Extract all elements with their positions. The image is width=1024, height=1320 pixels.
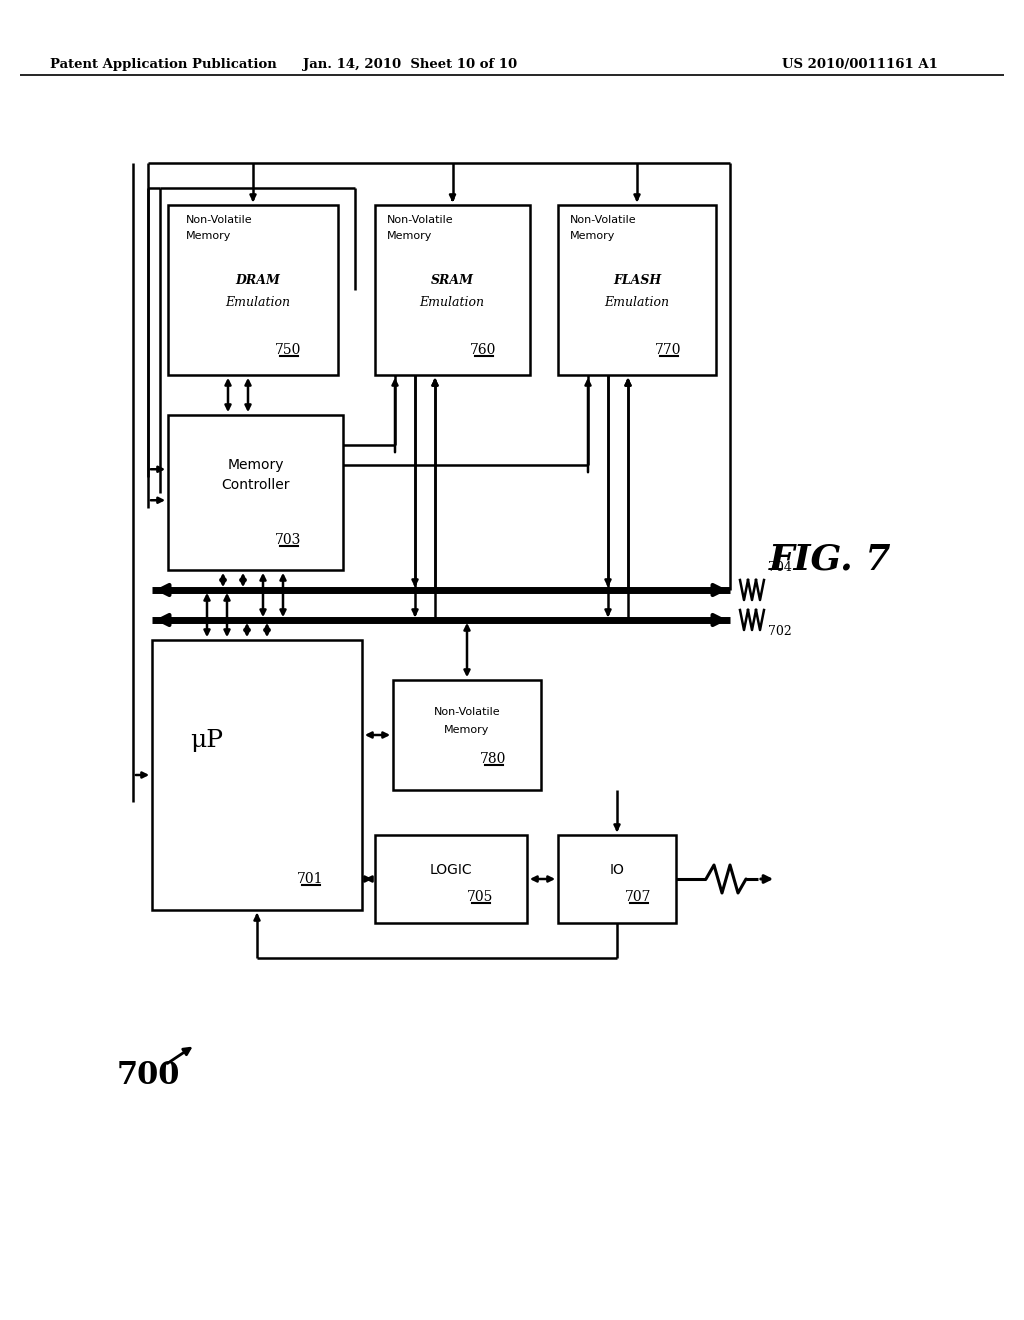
Text: Emulation: Emulation xyxy=(604,297,670,309)
Text: LOGIC: LOGIC xyxy=(430,863,472,876)
Bar xyxy=(558,205,716,375)
Text: 760: 760 xyxy=(470,343,497,356)
Bar xyxy=(168,414,343,570)
Bar xyxy=(375,836,527,923)
Text: Memory: Memory xyxy=(227,458,284,473)
Text: 750: 750 xyxy=(274,343,301,356)
Text: Emulation: Emulation xyxy=(420,297,484,309)
Bar xyxy=(558,836,676,923)
Text: Memory: Memory xyxy=(186,231,231,242)
Text: IO: IO xyxy=(609,863,625,876)
Text: Memory: Memory xyxy=(444,725,489,735)
Text: Patent Application Publication: Patent Application Publication xyxy=(50,58,276,71)
Text: FLASH: FLASH xyxy=(613,273,662,286)
Text: 780: 780 xyxy=(480,752,506,766)
Text: μP: μP xyxy=(190,729,223,751)
Bar xyxy=(152,640,362,909)
Text: Memory: Memory xyxy=(570,231,615,242)
Text: Non-Volatile: Non-Volatile xyxy=(434,708,501,717)
Text: Emulation: Emulation xyxy=(225,297,291,309)
Text: US 2010/0011161 A1: US 2010/0011161 A1 xyxy=(782,58,938,71)
Bar xyxy=(393,680,541,789)
Text: 703: 703 xyxy=(274,533,301,546)
Bar xyxy=(375,205,530,375)
Text: FIG. 7: FIG. 7 xyxy=(769,543,891,577)
Bar xyxy=(168,205,338,375)
Text: Non-Volatile: Non-Volatile xyxy=(387,215,454,224)
Text: SRAM: SRAM xyxy=(430,273,473,286)
Text: 770: 770 xyxy=(654,343,681,356)
Text: Controller: Controller xyxy=(221,478,290,492)
Text: 707: 707 xyxy=(625,890,651,904)
Text: 701: 701 xyxy=(297,873,324,886)
Text: 702: 702 xyxy=(768,624,792,638)
Text: Memory: Memory xyxy=(387,231,432,242)
Text: Non-Volatile: Non-Volatile xyxy=(570,215,637,224)
Text: Non-Volatile: Non-Volatile xyxy=(186,215,253,224)
Text: 704: 704 xyxy=(768,561,792,574)
Text: DRAM: DRAM xyxy=(236,273,281,286)
Text: Jan. 14, 2010  Sheet 10 of 10: Jan. 14, 2010 Sheet 10 of 10 xyxy=(303,58,517,71)
Text: 700: 700 xyxy=(117,1060,179,1092)
Text: 705: 705 xyxy=(467,890,494,904)
